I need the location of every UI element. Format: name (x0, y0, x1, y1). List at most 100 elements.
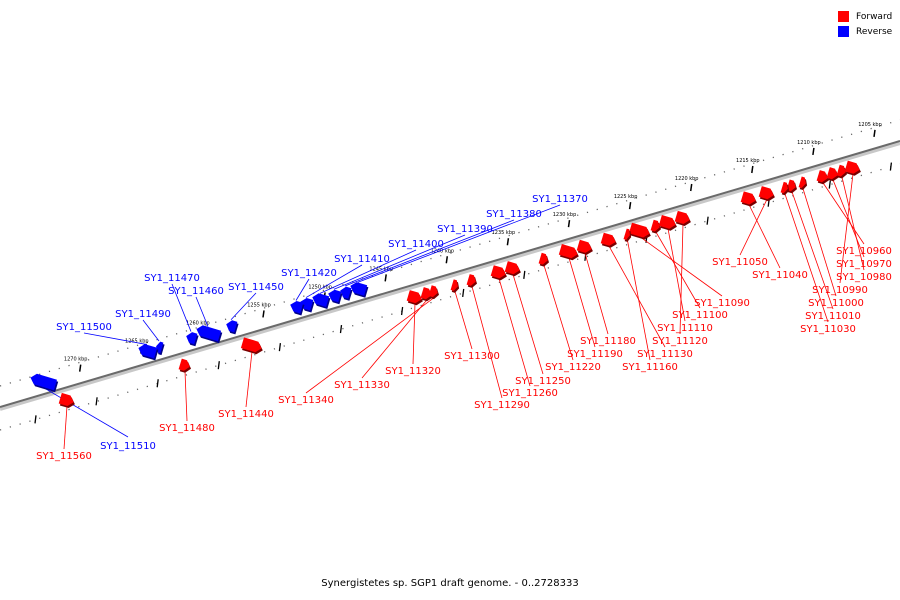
forward-leader-line (184, 371, 188, 422)
forward-gene-arrow (450, 279, 458, 291)
forward-leader-line (361, 299, 428, 379)
forward-leader-line (608, 245, 666, 348)
forward-gene-label: SY1_11040 (752, 270, 808, 281)
reverse-gene-arrow (340, 286, 352, 299)
forward-gene-arrow (58, 392, 74, 406)
legend-label-forward: Forward (856, 11, 893, 22)
forward-gene-label: SY1_11110 (657, 323, 713, 334)
reverse-leader-line (357, 204, 561, 283)
forward-gene-label: SY1_11130 (637, 349, 693, 360)
forward-leader-line (454, 291, 473, 350)
forward-gene-label: SY1_10980 (836, 272, 892, 283)
scale-tick-label: 1260 kbp (186, 321, 210, 327)
scale-tick-label: 1210 kbp (797, 140, 821, 146)
forward-gene-arrow (658, 215, 676, 229)
forward-leader-line (839, 173, 854, 284)
reverse-gene-arrow (196, 325, 222, 342)
reverse-gene-arrow (328, 289, 342, 303)
reverse-leader-line (195, 296, 209, 327)
forward-gene-arrow (504, 261, 520, 275)
forward-gene-arrow (576, 239, 592, 253)
reverse-gene-arrow (312, 293, 330, 307)
forward-gene-arrow (780, 181, 788, 194)
genome-backbone (0, 140, 900, 408)
forward-gene-label: SY1_11090 (694, 298, 750, 309)
reverse-gene-label: SY1_11410 (334, 254, 390, 265)
reverse-gene-label: SY1_11420 (281, 268, 337, 279)
lower-scale-tick (706, 216, 709, 225)
forward-leader-line (568, 257, 596, 348)
forward-gene-label: SY1_11010 (805, 311, 861, 322)
forward-gene-label: SY1_11220 (545, 362, 601, 373)
forward-leader-line (245, 351, 253, 408)
forward-gene-label: SY1_11320 (385, 366, 441, 377)
scale-tick-label: 1255 kbp (247, 302, 271, 308)
lower-scale-tick (278, 343, 282, 352)
forward-gene-arrow (758, 186, 774, 200)
scale-tick (751, 165, 754, 174)
forward-gene-label: SY1_11190 (567, 349, 623, 360)
forward-leader-line (679, 224, 684, 335)
lower-scale-tick (339, 324, 343, 334)
reverse-gene-arrow (30, 373, 57, 391)
forward-leader-line (841, 177, 865, 271)
forward-gene-arrow (786, 179, 796, 192)
reverse-gene-label: SY1_11380 (486, 209, 542, 220)
forward-gene-label: SY1_11030 (800, 324, 856, 335)
scale-tick-label: 1235 kbp (492, 230, 516, 236)
forward-gene-arrow (558, 244, 578, 259)
forward-leader-line (655, 231, 701, 309)
scale-tick (567, 220, 571, 228)
forward-leader-line (739, 199, 768, 256)
forward-gene-label: SY1_11290 (474, 400, 530, 411)
forward-leader-line (498, 278, 531, 387)
forward-gene-label: SY1_11100 (672, 310, 728, 321)
lower-scale-tick (828, 180, 831, 189)
reverse-gene-label: SY1_11400 (388, 239, 444, 250)
lower-scale-tick (217, 361, 220, 370)
reverse-gene-label: SY1_11510 (100, 441, 156, 452)
scale-tick-label: 1265 kbp (125, 339, 149, 345)
reverse-gene-label: SY1_11490 (115, 309, 171, 320)
scale-tick-label: 1215 kbp (736, 158, 760, 164)
forward-gene-arrow (623, 228, 630, 240)
lower-scale-tick (889, 162, 893, 171)
forward-leader-line (305, 297, 435, 394)
reverse-leader-line (319, 249, 417, 294)
forward-gene-label: SY1_11560 (36, 451, 92, 462)
forward-gene-arrow (428, 285, 438, 298)
forward-gene-label: SY1_11160 (622, 362, 678, 373)
forward-gene-label: SY1_11330 (334, 380, 390, 391)
forward-gene-arrow (844, 160, 860, 174)
forward-gene-arrow (466, 274, 476, 286)
scale-tick-label: 1225 kbp (614, 194, 638, 200)
forward-leader-line (543, 265, 574, 361)
reverse-gene-arrow (350, 282, 368, 296)
forward-gene-arrow (674, 210, 690, 224)
reverse-leader-line (171, 283, 192, 332)
scale-tick (445, 256, 449, 264)
reverse-gene-label: SY1_11470 (144, 273, 200, 284)
map-caption: Synergistetes sp. SGP1 draft genome. - 0… (321, 578, 579, 589)
legend-swatch-forward (838, 11, 849, 22)
reverse-leader-line (305, 264, 363, 298)
scale-tick-label: 1230 kbp (553, 212, 577, 218)
forward-gene-label: SY1_11260 (502, 388, 558, 399)
scale-tick-label: 1205 kbp (858, 122, 882, 128)
lower-scale-tick (462, 288, 465, 298)
forward-gene-label: SY1_10990 (812, 285, 868, 296)
lower-scale-tick (400, 306, 404, 316)
forward-gene-arrow (798, 176, 806, 188)
forward-gene-label: SY1_11000 (808, 298, 864, 309)
reverse-gene-label: SY1_11370 (532, 194, 588, 205)
legend-label-reverse: Reverse (856, 26, 893, 37)
reverse-gene-arrow (186, 332, 198, 345)
forward-gene-label: SY1_11480 (159, 423, 215, 434)
forward-gene-arrow (600, 232, 616, 246)
reverse-leader-line (333, 234, 466, 290)
reverse-gene-arrow (226, 320, 238, 333)
reverse-leader-line (42, 386, 129, 438)
forward-leader-line (667, 228, 686, 322)
scale-tick (384, 274, 387, 282)
